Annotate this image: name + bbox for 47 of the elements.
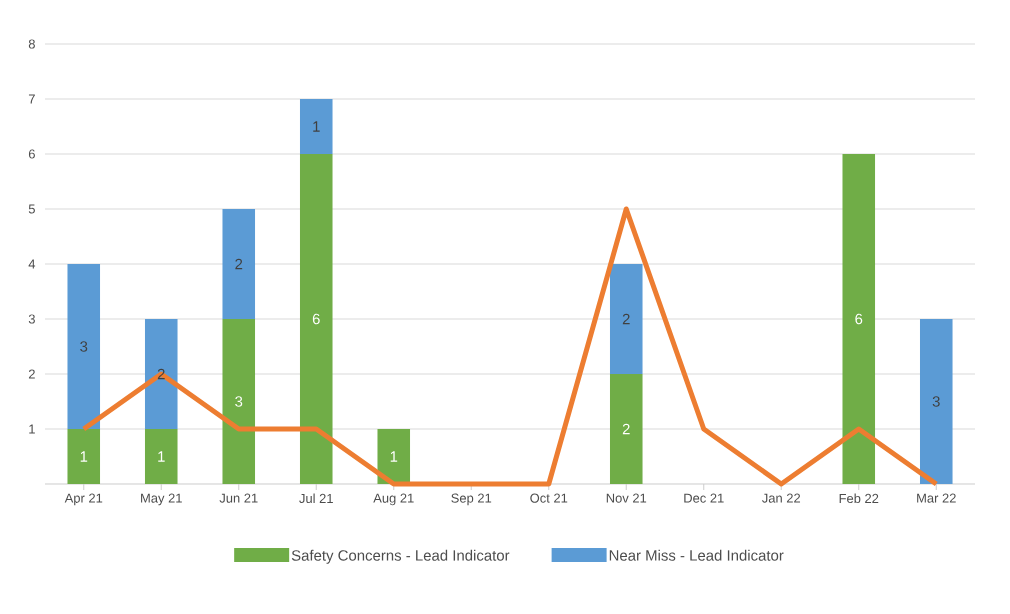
bar: [67, 429, 101, 484]
bar: [67, 264, 101, 429]
x-tick-label: Jun 21: [219, 493, 258, 503]
bar: [609, 374, 643, 484]
data-label: 1: [390, 451, 398, 462]
y-tick-label: 7: [28, 94, 35, 104]
bar: [842, 154, 876, 484]
data-label: 1: [80, 451, 88, 462]
bar: [222, 319, 256, 484]
x-tick-label: Mar 22: [917, 493, 956, 503]
data-label: 2: [622, 423, 630, 435]
x-tick-label: Sep 21: [451, 493, 492, 506]
x-tick-label: Oct 21: [530, 493, 568, 503]
bar: [609, 264, 643, 374]
legend-label: Safety Concerns - Lead Indicator: [291, 549, 510, 564]
bar: [144, 429, 178, 484]
x-tick-label: Nov 21: [606, 493, 647, 503]
data-label: 3: [80, 341, 88, 352]
legend-label: Near Miss - Lead Indicator: [609, 549, 784, 561]
x-tick-label: Dec 21: [684, 493, 724, 503]
bar: [919, 319, 953, 484]
x-tick-label: Jul 21: [299, 493, 333, 504]
x-tick-label: Feb 22: [839, 493, 879, 504]
x-tick-label: May 21: [141, 493, 182, 506]
x-tick-label: Apr 21: [64, 493, 103, 506]
data-label: 1: [313, 121, 320, 132]
y-tick-label: 2: [28, 369, 35, 379]
y-tick-label: 5: [28, 204, 35, 214]
data-label: 3: [235, 396, 243, 407]
x-tick-label: Aug 21: [373, 493, 414, 506]
y-tick-label: 6: [28, 149, 35, 159]
bar: [299, 99, 333, 154]
bar: [144, 319, 178, 429]
data-label: 3: [932, 396, 940, 407]
y-tick-label: 4: [28, 259, 36, 269]
data-label: 2: [622, 313, 630, 325]
bar: [222, 209, 256, 319]
y-tick-label: 3: [28, 314, 35, 324]
bar: [377, 429, 411, 484]
data-label: 6: [855, 313, 863, 325]
x-tick-label: Jan 22: [762, 493, 801, 503]
y-tick-label: 8: [28, 39, 35, 49]
bar: [299, 154, 333, 484]
data-label: 6: [312, 313, 320, 325]
data-label: 2: [235, 258, 243, 270]
data-label: 1: [158, 451, 165, 462]
y-tick-label: 1: [29, 424, 35, 434]
